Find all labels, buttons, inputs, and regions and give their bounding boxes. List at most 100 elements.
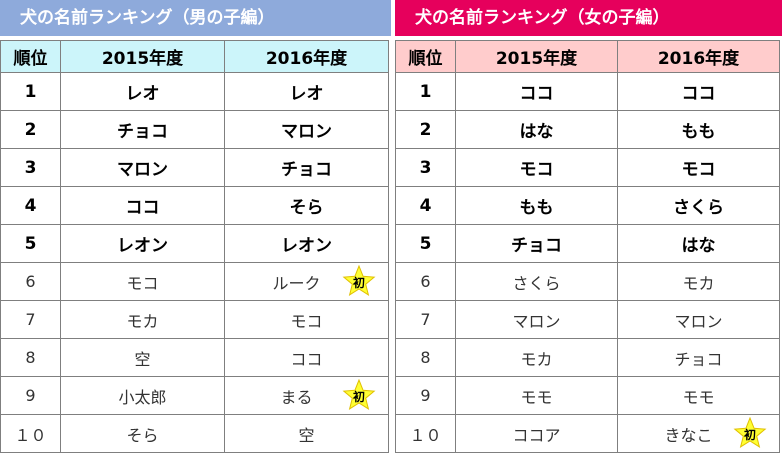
new-entry-star-icon: 初	[342, 265, 376, 297]
name-2015-text: ココア	[512, 425, 561, 445]
name-2016-text: ココ	[681, 84, 716, 104]
rank-cell: 9	[395, 376, 456, 415]
rank-text: 8	[25, 348, 36, 367]
rank-text: 6	[420, 272, 431, 291]
name-2016-text: レオン	[281, 236, 332, 256]
name-2015-cell: ココ	[60, 186, 225, 225]
rank-text: 1	[419, 81, 432, 102]
rank-text: 4	[419, 195, 432, 216]
name-2015-text: モカ	[126, 311, 159, 331]
rank-cell: 2	[0, 110, 61, 149]
name-2015-text: チョコ	[117, 122, 168, 142]
name-2015-text: 小太郎	[118, 387, 167, 407]
name-2015-text: そら	[126, 425, 159, 445]
header-rank: 順位	[395, 40, 456, 73]
name-2015-cell: モカ	[60, 300, 225, 339]
boys-ranking-table: 順位 2015年度 2016年度 1 レオ レオ 2 チョコ マロン 3 マロン チョコ 4 ココそ…	[0, 40, 389, 453]
name-2016-text: 空	[298, 425, 315, 445]
name-2016-cell: マロン	[617, 300, 780, 339]
rank-text: 8	[420, 348, 431, 367]
rank-text: 5	[24, 233, 37, 254]
rank-text: 7	[25, 310, 36, 329]
name-2016-cell: ココ	[617, 72, 780, 111]
rank-text: 6	[25, 272, 36, 291]
boys-ranking-panel: 犬の名前ランキング（男の子編） 順位 2015年度 2016年度 1 レオ レオ 2 チ…	[0, 0, 391, 453]
rank-cell: 4	[395, 186, 456, 225]
name-2015-cell: モモ	[455, 376, 618, 415]
name-2015-cell: レオン	[60, 224, 225, 263]
name-2016-text: モカ	[682, 273, 715, 293]
name-2015-cell: レオ	[60, 72, 225, 111]
table-row: 3 モコ モコ	[395, 148, 780, 187]
rank-cell: 7	[395, 300, 456, 339]
table-row: 3 マロン チョコ	[0, 148, 389, 187]
name-2015-cell: チョコ	[455, 224, 618, 263]
header-2015: 2015年度	[455, 40, 618, 73]
new-entry-label: 初	[352, 390, 365, 404]
boys-header-row: 順位 2015年度 2016年度	[0, 40, 389, 73]
rank-text: 9	[25, 386, 36, 405]
rank-cell: 7	[0, 300, 61, 339]
rank-text: 3	[24, 157, 37, 178]
header-rank: 順位	[0, 40, 61, 73]
name-2015-text: レオ	[125, 84, 160, 104]
name-2015-text: マロン	[117, 160, 168, 180]
name-2015-cell: ココア	[455, 414, 618, 453]
header-2016: 2016年度	[224, 40, 389, 73]
rank-cell: 5	[0, 224, 61, 263]
name-2015-text: はな	[519, 122, 554, 142]
rank-cell: 1	[395, 72, 456, 111]
name-2016-cell: ココ	[224, 338, 389, 377]
rank-text: 5	[419, 233, 432, 254]
name-2016-cell: モコ	[224, 300, 389, 339]
name-2015-text: さくら	[512, 273, 561, 293]
name-2015-text: もも	[519, 198, 554, 218]
name-2016-cell: モカ	[617, 262, 780, 301]
rank-cell: １０	[395, 414, 456, 453]
name-2015-cell: さくら	[455, 262, 618, 301]
table-row: 9 小太郎 まる 初	[0, 376, 389, 415]
new-entry-label: 初	[743, 428, 756, 442]
table-row: 8 モカ チョコ	[395, 338, 780, 377]
name-2015-cell: ココ	[455, 72, 618, 111]
name-2016-text: モコ	[681, 160, 716, 180]
name-2016-cell: 空	[224, 414, 389, 453]
girls-ranking-panel: 犬の名前ランキング（女の子編） 順位 2015年度 2016年度 1 ココ ココ 2 は…	[395, 0, 782, 453]
rank-text: 4	[24, 195, 37, 216]
name-2015-cell: チョコ	[60, 110, 225, 149]
rank-cell: 9	[0, 376, 61, 415]
name-2015-text: モコ	[126, 273, 159, 293]
rank-text: 1	[24, 81, 37, 102]
rank-text: 2	[419, 119, 432, 140]
name-2015-text: レオン	[117, 236, 168, 256]
rank-cell: 3	[0, 148, 61, 187]
header-2015: 2015年度	[60, 40, 225, 73]
name-2016-text: まる	[280, 387, 313, 407]
name-2015-cell: モコ	[60, 262, 225, 301]
name-2016-text: チョコ	[281, 160, 332, 180]
name-2016-cell: モコ	[617, 148, 780, 187]
name-2016-cell: さくら	[617, 186, 780, 225]
table-row: 7 マロン マロン	[395, 300, 780, 339]
rank-text: 7	[420, 310, 431, 329]
table-row: 1 レオ レオ	[0, 72, 389, 111]
name-2016-text: マロン	[281, 122, 332, 142]
rank-cell: 8	[0, 338, 61, 377]
name-2016-text: ココ	[290, 349, 323, 369]
table-row: 2 チョコ マロン	[0, 110, 389, 149]
name-2015-cell: マロン	[455, 300, 618, 339]
name-2016-cell: モモ	[617, 376, 780, 415]
table-row: 4 もも さくら	[395, 186, 780, 225]
name-2016-cell: はな	[617, 224, 780, 263]
name-2016-cell: レオ	[224, 72, 389, 111]
rank-cell: 2	[395, 110, 456, 149]
name-2016-text: もも	[681, 122, 716, 142]
rank-text: １０	[409, 425, 442, 445]
table-row: １０ そら 空	[0, 414, 389, 453]
new-entry-star-icon: 初	[733, 417, 767, 449]
name-2015-cell: 空	[60, 338, 225, 377]
name-2016-cell: チョコ	[617, 338, 780, 377]
name-2015-text: モモ	[520, 387, 553, 407]
name-2015-cell: はな	[455, 110, 618, 149]
name-2016-text: レオ	[289, 84, 324, 104]
